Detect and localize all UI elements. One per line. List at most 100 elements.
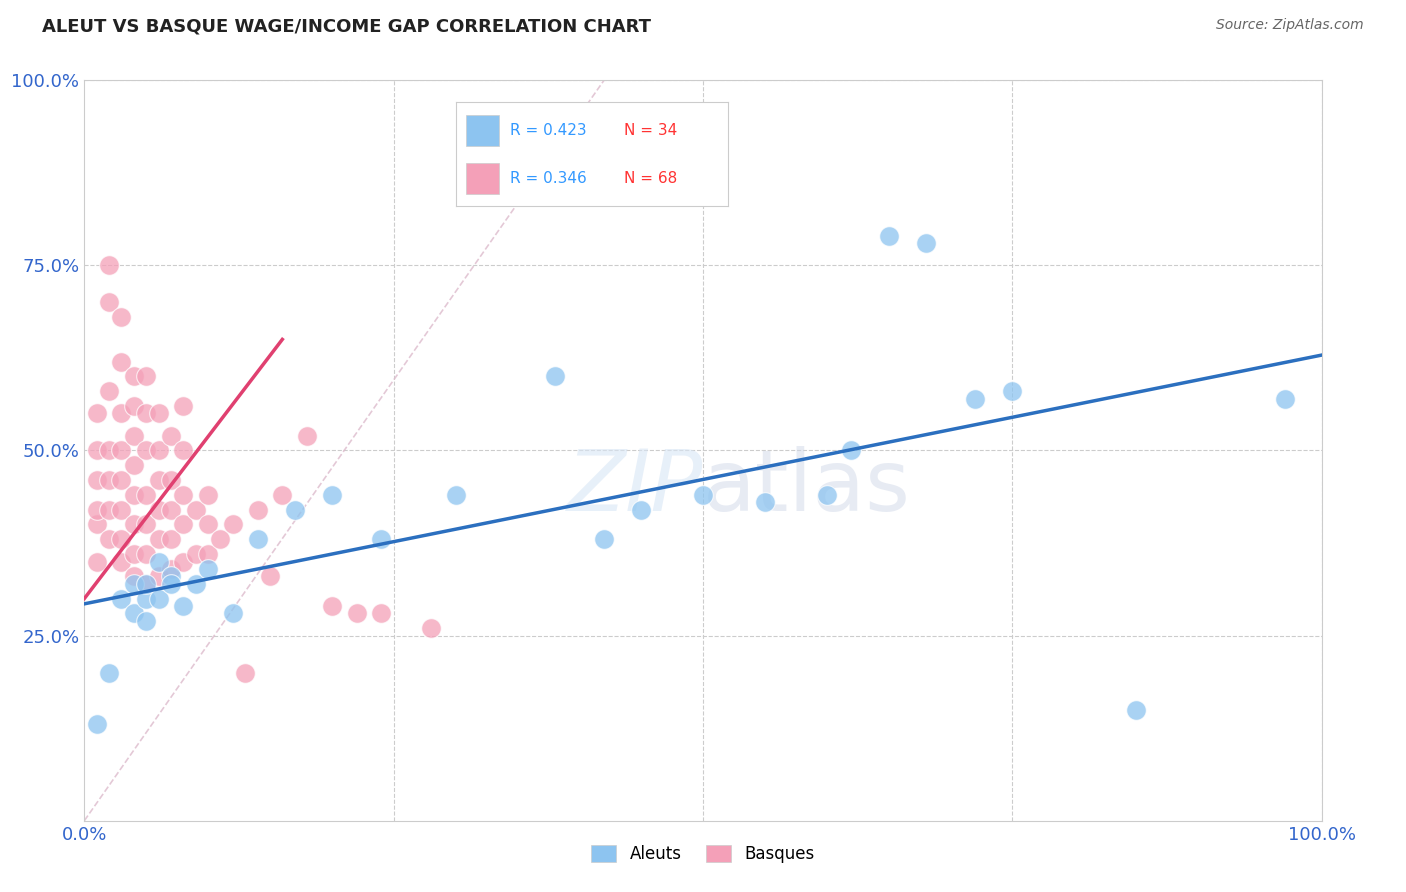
Text: Source: ZipAtlas.com: Source: ZipAtlas.com [1216, 18, 1364, 32]
Point [841, 443, 863, 458]
Point [98, 259, 121, 273]
Point [184, 547, 207, 561]
Point [630, 502, 652, 516]
Point [222, 607, 245, 621]
Point [692, 488, 714, 502]
Point [122, 547, 145, 561]
Point [98, 295, 121, 310]
Point [148, 569, 170, 583]
Point [122, 488, 145, 502]
Point [86, 502, 108, 516]
Point [197, 517, 219, 532]
Point [160, 576, 183, 591]
Point [98, 502, 121, 516]
Point [135, 517, 157, 532]
Text: ALEUT VS BASQUE WAGE/INCOME GAP CORRELATION CHART: ALEUT VS BASQUE WAGE/INCOME GAP CORRELAT… [42, 18, 651, 36]
Point [271, 488, 294, 502]
Point [1001, 384, 1024, 399]
Point [98, 665, 121, 680]
Point [135, 488, 157, 502]
Point [914, 236, 936, 251]
Point [160, 562, 183, 576]
Point [197, 562, 219, 576]
Point [148, 443, 170, 458]
Point [148, 407, 170, 421]
Point [110, 354, 132, 368]
Point [184, 502, 207, 516]
Point [321, 488, 343, 502]
Point [148, 502, 170, 516]
Point [135, 407, 157, 421]
Point [209, 533, 232, 547]
Point [135, 547, 157, 561]
Point [148, 555, 170, 569]
Point [815, 488, 838, 502]
Point [122, 369, 145, 384]
Point [86, 407, 108, 421]
Point [110, 443, 132, 458]
Point [160, 428, 183, 442]
Point [110, 555, 132, 569]
Point [110, 502, 132, 516]
Point [110, 533, 132, 547]
Point [110, 591, 132, 606]
Point [98, 473, 121, 487]
Point [295, 428, 318, 442]
Point [259, 569, 281, 583]
Point [148, 533, 170, 547]
Point [160, 569, 183, 583]
Point [160, 473, 183, 487]
Point [135, 576, 157, 591]
Point [135, 591, 157, 606]
Point [122, 607, 145, 621]
Legend: Aleuts, Basques: Aleuts, Basques [582, 837, 824, 871]
Point [86, 517, 108, 532]
Point [122, 458, 145, 473]
Point [122, 399, 145, 413]
Point [98, 384, 121, 399]
Point [110, 473, 132, 487]
Point [135, 443, 157, 458]
Point [593, 533, 616, 547]
Point [86, 473, 108, 487]
Point [122, 576, 145, 591]
Text: atlas: atlas [703, 446, 911, 529]
Point [110, 310, 132, 325]
Point [86, 443, 108, 458]
Point [148, 591, 170, 606]
Point [321, 599, 343, 613]
Point [122, 428, 145, 442]
Point [877, 228, 900, 243]
Point [172, 488, 194, 502]
Point [172, 399, 194, 413]
Point [122, 517, 145, 532]
Point [246, 502, 269, 516]
Point [172, 517, 194, 532]
Point [543, 369, 565, 384]
Point [98, 533, 121, 547]
Point [160, 533, 183, 547]
Point [172, 555, 194, 569]
Point [419, 621, 441, 635]
Point [233, 665, 256, 680]
Point [197, 547, 219, 561]
Point [346, 607, 368, 621]
Point [135, 369, 157, 384]
Point [98, 443, 121, 458]
Point [160, 502, 183, 516]
Point [1125, 703, 1147, 717]
Point [148, 473, 170, 487]
Point [172, 599, 194, 613]
Point [110, 407, 132, 421]
Point [754, 495, 776, 509]
Point [370, 533, 392, 547]
Point [184, 576, 207, 591]
Point [284, 502, 307, 516]
Text: ZIP: ZIP [567, 446, 703, 529]
Point [965, 392, 987, 406]
Point [135, 576, 157, 591]
Point [222, 517, 245, 532]
Point [86, 717, 108, 731]
Point [246, 533, 269, 547]
Point [370, 607, 392, 621]
